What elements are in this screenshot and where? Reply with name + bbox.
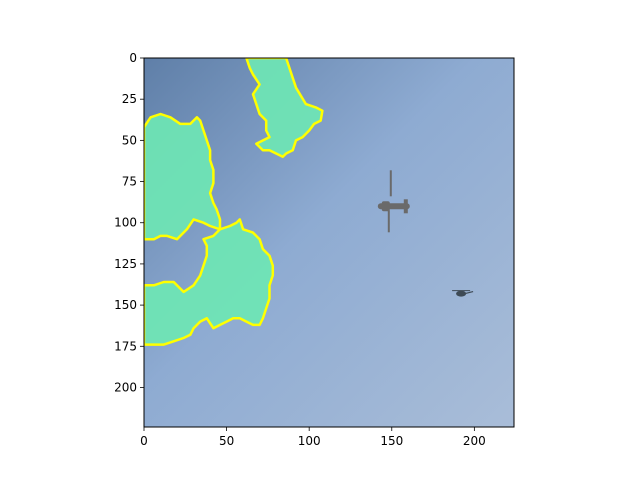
- x-tick-label: 100: [298, 434, 321, 448]
- y-tick-label: 100: [114, 216, 137, 230]
- y-tick-label: 200: [114, 380, 137, 394]
- y-tick-label: 75: [122, 175, 137, 189]
- axes-frame: [143, 57, 515, 428]
- left-upper-region: [144, 112, 222, 241]
- plot-area: [144, 58, 514, 427]
- y-tick-label: 175: [114, 339, 137, 353]
- x-axis-ticks: 0 50 100 150 200: [140, 427, 486, 448]
- y-tick-label: 50: [122, 133, 137, 147]
- y-tick-label: 125: [114, 257, 137, 271]
- tiltrotor-aircraft: [377, 170, 410, 233]
- x-tick-label: 50: [219, 434, 234, 448]
- image-background: [144, 58, 514, 427]
- top-middle-region: [245, 58, 324, 159]
- x-tick-label: 0: [140, 434, 148, 448]
- helicopter: [452, 290, 474, 297]
- x-tick-label: 150: [380, 434, 403, 448]
- mask-layer: [144, 58, 324, 346]
- x-tick-label: 200: [463, 434, 486, 448]
- y-tick-label: 0: [129, 51, 137, 65]
- objects-layer: [377, 170, 474, 297]
- left-lower-region: [144, 218, 275, 346]
- y-tick-label: 150: [114, 298, 137, 312]
- y-tick-label: 25: [122, 92, 137, 106]
- y-axis-ticks: 0 25 50 75 100 125 150 175 200: [114, 51, 144, 394]
